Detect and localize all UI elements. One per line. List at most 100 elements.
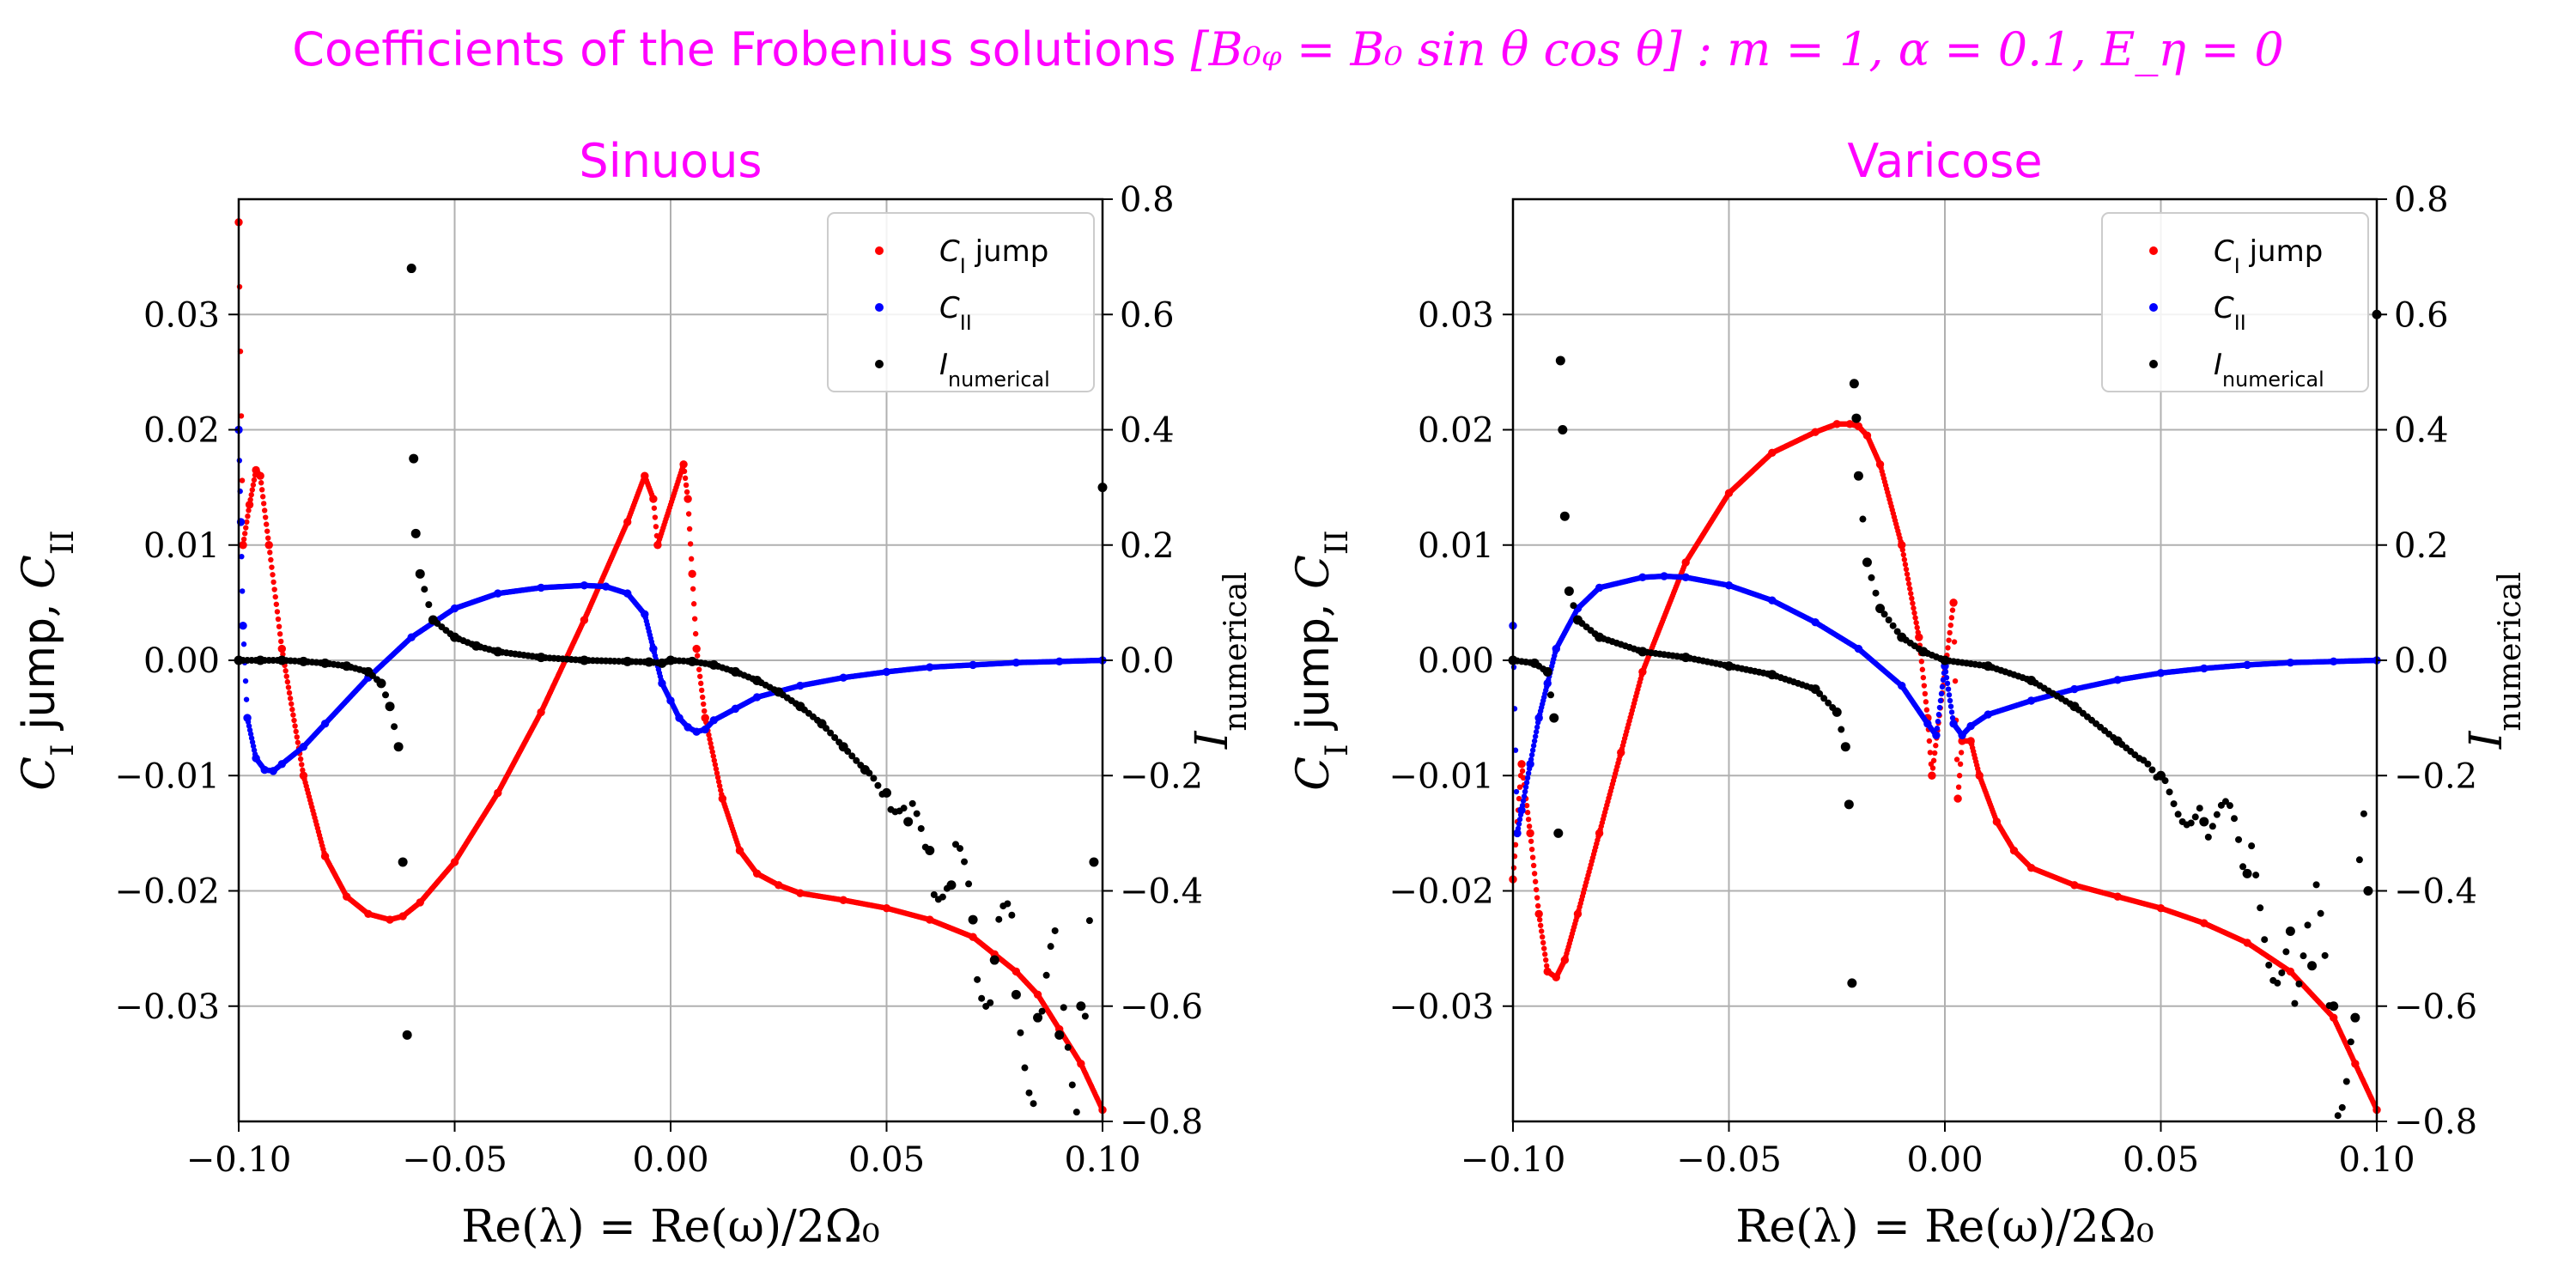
data-point: [951, 841, 959, 848]
data-point: [688, 556, 695, 562]
data-point: [1537, 922, 1544, 928]
data-point: [1017, 1029, 1024, 1036]
y-tick-label: −0.03: [114, 987, 220, 1027]
data-point: [276, 631, 283, 637]
data-point: [275, 616, 282, 623]
data-point: [1862, 557, 1872, 568]
data-point: [687, 541, 694, 547]
data-point: [866, 769, 873, 777]
data-point: [688, 569, 696, 579]
data-point: [242, 677, 249, 684]
legend-box: [2101, 212, 2369, 392]
data-point: [694, 653, 701, 659]
data-point: [1938, 690, 1945, 697]
data-point: [1946, 692, 1953, 698]
data-point: [1530, 862, 1537, 869]
data-point: [283, 668, 289, 674]
data-point: [2295, 980, 2303, 987]
data-point: [2242, 868, 2252, 878]
data-point: [391, 723, 398, 731]
data-point: [247, 496, 253, 503]
data-point: [1948, 709, 1955, 715]
data-point: [2363, 886, 2373, 896]
data-point: [1530, 743, 1537, 749]
data-point: [690, 586, 696, 592]
data-point: [1520, 775, 1527, 781]
data-point: [2161, 777, 2169, 785]
data-point: [978, 994, 986, 1002]
data-point: [1900, 551, 1907, 558]
x-axis-label: Re(λ) = Re(ω)/2Ω₀: [461, 1201, 880, 1253]
data-point: [245, 513, 251, 519]
data-point: [1054, 1030, 1065, 1040]
data-point: [1875, 604, 1886, 614]
y2-tick-label: 0.4: [1120, 411, 1175, 451]
legend-marker: [875, 246, 884, 255]
data-point: [1932, 731, 1941, 739]
y-axis-left: 0.03 0.02 0.01 0.00 −0.01 −0.02 −0.03: [114, 295, 239, 1027]
x-tick-label: 0.05: [848, 1140, 925, 1180]
data-point: [1089, 857, 1099, 867]
data-point: [1911, 605, 1917, 611]
chart-panel-sinuous: Sinuous−0.10 −0.05 0.00 0.05 0.100.030.020.0…: [14, 134, 1254, 1253]
data-point: [385, 702, 395, 712]
y-tick-label: −0.01: [114, 756, 220, 796]
legend-marker: [875, 303, 884, 312]
y-axis-right: 0.8 0.6 0.4 0.2 0.0 −0.2 −0.4 −0.6 −0.8: [1103, 180, 1203, 1142]
data-point: [238, 413, 245, 419]
y2-axis-label: Inumerical: [1187, 572, 1254, 750]
data-point: [294, 734, 300, 740]
data-point: [1558, 425, 1568, 434]
data-point: [2226, 802, 2233, 810]
data-point: [1949, 714, 1956, 721]
data-point: [1825, 699, 1832, 707]
data-point: [291, 717, 297, 724]
y-tick-label: 0.02: [143, 411, 220, 451]
data-point: [707, 736, 713, 743]
data-point: [1947, 629, 1953, 636]
data-point: [258, 480, 264, 486]
data-point: [272, 593, 278, 600]
x-tick-label: 0.10: [1064, 1140, 1140, 1180]
data-point: [2166, 788, 2173, 796]
data-point: [1544, 963, 1550, 969]
data-point: [1528, 756, 1534, 762]
data-point: [262, 514, 269, 520]
data-point: [903, 817, 914, 827]
data-point: [283, 673, 289, 679]
data-point: [382, 691, 390, 699]
data-point: [243, 525, 249, 531]
y2-tick-label: −0.6: [1120, 987, 1203, 1027]
y-tick-label: −0.02: [1388, 872, 1494, 912]
data-point: [691, 616, 698, 622]
data-point: [271, 586, 277, 592]
data-point: [1919, 666, 1926, 672]
data-point: [1547, 691, 1555, 699]
data-point: [653, 524, 659, 530]
y2-tick-label: 0.6: [2394, 295, 2449, 335]
data-point: [882, 787, 891, 798]
data-point: [1951, 639, 1958, 645]
data-point: [1929, 765, 1936, 771]
data-point: [260, 501, 267, 507]
data-point: [1512, 747, 1519, 753]
data-point: [679, 460, 688, 469]
data-point: [398, 857, 408, 867]
data-point: [1944, 680, 1951, 687]
data-point: [289, 707, 295, 713]
data-point: [1528, 751, 1535, 758]
data-point: [1522, 784, 1529, 790]
data-point: [1526, 823, 1533, 829]
data-point: [259, 494, 266, 500]
data-point: [1893, 628, 1901, 635]
y2-tick-label: −0.8: [1120, 1103, 1203, 1142]
data-point: [1945, 686, 1952, 692]
data-point: [714, 775, 721, 781]
data-point: [293, 728, 299, 735]
data-point: [1923, 707, 1930, 713]
data-point: [900, 805, 908, 812]
data-point: [1570, 602, 1577, 610]
y2-tick-label: 0.6: [1120, 295, 1175, 335]
data-point: [1946, 637, 1952, 643]
data-point: [2334, 1112, 2342, 1120]
